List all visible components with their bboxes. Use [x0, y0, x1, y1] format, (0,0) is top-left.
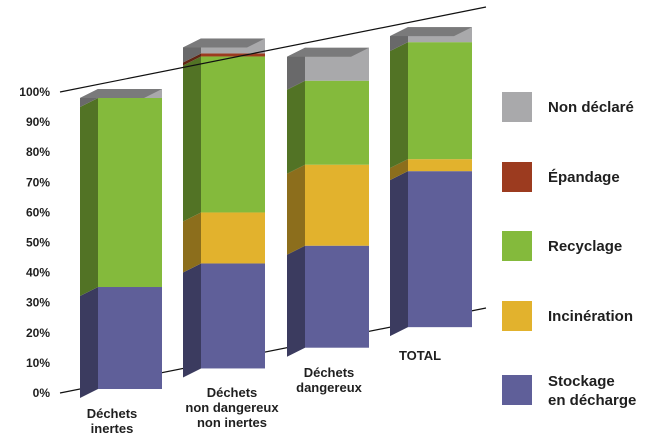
legend-item: Stockage en décharge	[502, 373, 636, 409]
y-tick-label: 70%	[26, 175, 50, 189]
bar-top-face	[80, 89, 162, 99]
bar-segment	[408, 171, 472, 328]
bar-segment	[201, 212, 265, 264]
legend-item: Incinération	[502, 301, 633, 331]
category-label: Déchets non dangereux non inertes	[185, 385, 279, 430]
bar-segment	[201, 53, 265, 57]
bar-segment-side	[287, 245, 305, 357]
y-tick-label: 100%	[19, 85, 50, 99]
y-tick-label: 10%	[26, 356, 50, 370]
bar-segment-side	[183, 53, 201, 66]
category-label: Déchets inertes	[87, 406, 138, 436]
category-labels: Déchets inertes Déchets non dangereux non in…	[87, 348, 441, 436]
bar-group	[390, 27, 472, 337]
bar-segment	[98, 98, 162, 288]
bar-segment-side	[183, 212, 201, 273]
bar-segment	[305, 164, 369, 246]
legend-item: Recyclage	[502, 231, 622, 261]
legend-label: Épandage	[548, 169, 620, 186]
bars	[80, 27, 472, 399]
legend-swatch	[502, 231, 532, 261]
legend-swatch	[502, 162, 532, 192]
legend-label: Stockage en décharge	[548, 373, 636, 409]
bar-top-face	[390, 27, 472, 37]
y-tick-label: 50%	[26, 236, 50, 250]
legend-item: Épandage	[502, 162, 620, 192]
bar-segment-side	[80, 287, 98, 399]
y-tick-label: 40%	[26, 266, 50, 280]
bar-segment	[305, 245, 369, 348]
y-tick-label: 90%	[26, 115, 50, 129]
category-label: TOTAL	[399, 348, 441, 363]
legend-label: Recyclage	[548, 238, 622, 255]
bar-segment	[408, 42, 472, 160]
legend-swatch	[502, 375, 532, 405]
legend-swatch	[502, 92, 532, 122]
bar-segment	[201, 263, 265, 369]
bar-group	[183, 38, 265, 378]
bar-segment-side	[390, 171, 408, 337]
bar-segment-side	[390, 159, 408, 181]
category-label: Déchets dangereux	[296, 365, 363, 395]
y-tick-label: 20%	[26, 326, 50, 340]
bar-segment-side	[183, 263, 201, 378]
bar-top-face	[287, 47, 369, 57]
bar-top-face	[183, 38, 265, 48]
y-tick-label: 30%	[26, 296, 50, 310]
bar-group	[287, 47, 369, 357]
bar-segment-side	[287, 47, 305, 90]
bar-segment	[305, 80, 369, 165]
bar-segment-side	[390, 42, 408, 169]
bar-segment	[408, 159, 472, 172]
y-tick-label: 0%	[33, 386, 51, 400]
legend-item: Non déclaré	[502, 92, 634, 122]
legend-label: Incinération	[548, 308, 633, 325]
y-tick-label: 60%	[26, 205, 50, 219]
bar-segment-side	[287, 80, 305, 174]
bar-group	[80, 89, 162, 399]
bar-segment	[98, 287, 162, 390]
bar-segment-side	[287, 164, 305, 255]
bar-segment-side	[80, 98, 98, 297]
bar-segment	[201, 56, 265, 213]
legend-label: Non déclaré	[548, 99, 634, 116]
top-reference-line	[59, 6, 487, 93]
bar-segment-side	[183, 56, 201, 222]
legend: Non déclaré Épandage Recyclage Incinération…	[502, 92, 636, 409]
legend-swatch	[502, 301, 532, 331]
y-axis: 0% 10% 20% 30% 40% 50% 60% 70% 80% 90% 100%	[19, 85, 50, 400]
y-tick-label: 80%	[26, 145, 50, 159]
